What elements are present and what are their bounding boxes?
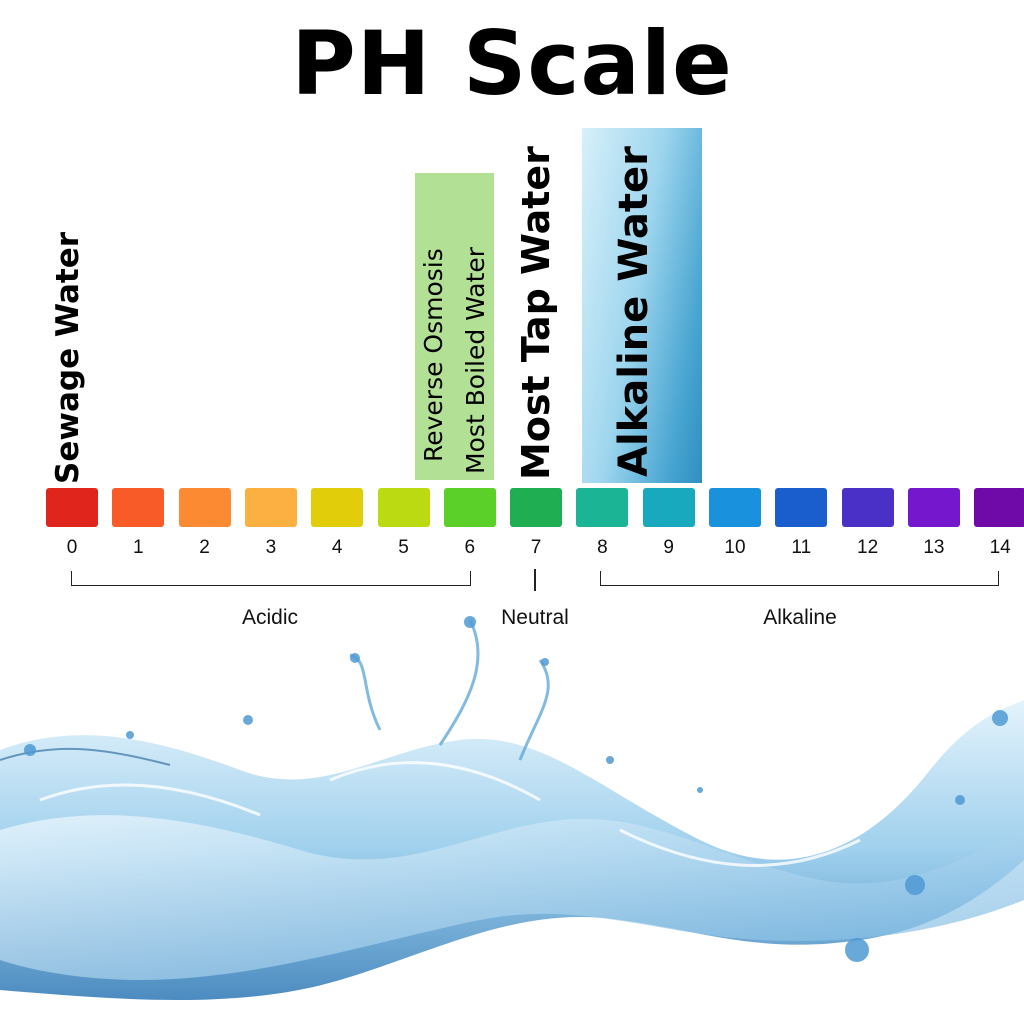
ph-swatch-11 [775, 488, 828, 527]
alkaline-water-label: Alkaline Water [611, 146, 657, 477]
ph-value-14: 14 [989, 537, 1011, 558]
ph-swatch-14 [974, 488, 1024, 527]
acidic-bracket [71, 571, 471, 586]
sewage-water-label: Sewage Water [50, 231, 86, 484]
ph-value-6: 6 [464, 537, 476, 558]
most-boiled-water-label: Most Boiled Water [461, 246, 490, 474]
ph-value-7: 7 [530, 537, 542, 558]
ph-value-8: 8 [597, 537, 608, 558]
neutral-tick [534, 569, 536, 591]
most-tap-water-label: Most Tap Water [514, 146, 558, 480]
ph-value-11: 11 [791, 537, 812, 558]
acidic-label: Acidic [241, 606, 299, 629]
ph-value-2: 2 [199, 537, 210, 558]
water-splash-image [0, 616, 1024, 1000]
ph-value-4: 4 [331, 537, 343, 558]
ph-swatch-3 [244, 488, 297, 527]
ph-value-5: 5 [398, 537, 409, 558]
ph-value-12: 12 [857, 537, 879, 558]
ph-swatch-13 [907, 488, 960, 527]
reverse-osmosis-label: Reverse Osmosis [419, 248, 448, 462]
ph-swatch-0 [46, 488, 98, 527]
ph-value-13: 13 [923, 537, 945, 558]
ph-value-0: 0 [66, 537, 78, 558]
ph-swatch-10 [709, 488, 761, 527]
alkaline-label: Alkaline [763, 606, 837, 629]
ph-value-9: 9 [663, 537, 674, 558]
ph-swatch-7 [510, 488, 563, 527]
ph-swatch-12 [841, 488, 894, 527]
reverse-osmosis-highlight [415, 173, 494, 480]
ph-value-3: 3 [265, 537, 277, 558]
ph-swatch-4 [311, 488, 364, 527]
ph-value-1: 1 [133, 537, 144, 558]
ph-swatch-6 [443, 488, 496, 527]
alkaline-water-highlight [582, 128, 702, 483]
neutral-label: Neutral [501, 606, 569, 629]
ph-swatch-5 [377, 488, 430, 527]
alkaline-bracket [600, 571, 999, 586]
ph-value-10: 10 [724, 537, 746, 558]
ph-swatch-1 [112, 488, 165, 527]
ph-swatch-8 [576, 488, 629, 527]
page-title: PH Scale [291, 12, 733, 115]
ph-swatch-9 [642, 488, 695, 527]
ph-swatch-2 [178, 488, 231, 527]
